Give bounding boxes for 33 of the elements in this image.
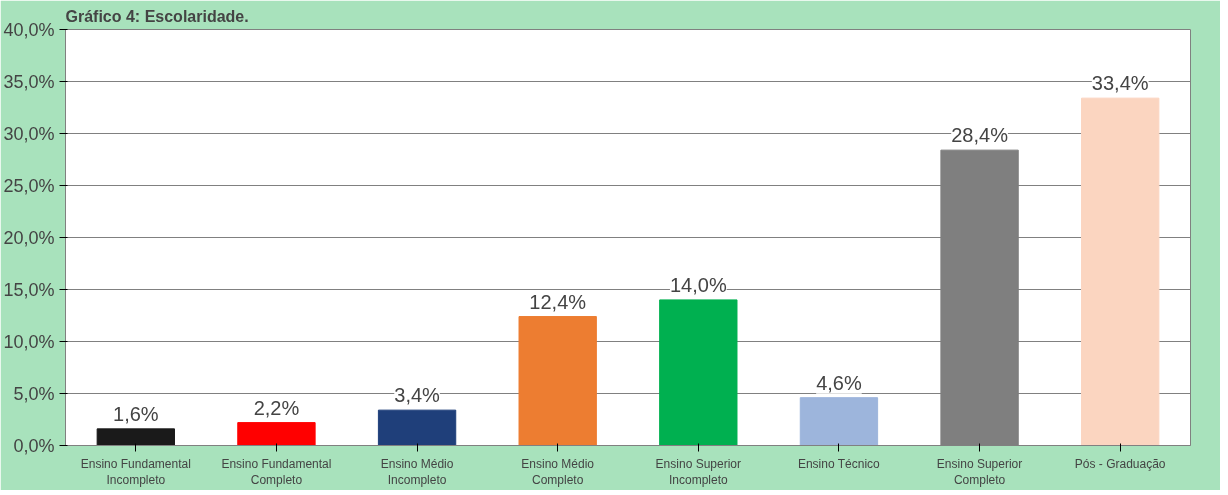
y-tick-label: 25,0% <box>3 175 55 196</box>
x-tick-label: Ensino Fundamental Completo <box>221 456 332 488</box>
x-tick-label: Ensino Técnico <box>797 456 881 471</box>
y-tick-label: 40,0% <box>3 19 55 40</box>
x-tick-label: Ensino Superior Incompleto <box>655 456 742 488</box>
x-tick-label: Ensino Médio Incompleto <box>380 456 454 488</box>
y-tick-label: 0,0% <box>13 435 55 456</box>
chart-title: Gráfico 4: Escolaridade. <box>65 7 249 25</box>
x-tick-label: Ensino Médio Completo <box>521 456 595 488</box>
bar <box>237 422 316 446</box>
bar <box>799 397 879 446</box>
y-tick-label: 35,0% <box>3 71 55 92</box>
x-tick-label: Ensino Superior Completo <box>936 456 1023 488</box>
data-label: 14,0% <box>669 273 727 296</box>
data-label: 12,4% <box>529 290 587 313</box>
y-tick-label: 20,0% <box>3 227 55 248</box>
y-tick-label: 30,0% <box>3 123 55 144</box>
data-label: 2,2% <box>253 396 300 419</box>
bar <box>518 316 597 446</box>
data-label: 1,6% <box>113 402 159 425</box>
bar <box>659 299 738 446</box>
data-label: 33,4% <box>1091 72 1149 95</box>
x-tick-label: Ensino Fundamental Incompleto <box>80 456 191 488</box>
bar <box>1081 97 1160 446</box>
y-tick-label: 10,0% <box>3 331 55 352</box>
data-label: 28,4% <box>951 124 1009 147</box>
bar <box>377 409 457 446</box>
x-tick-label: Pós - Graduação <box>1074 456 1166 471</box>
y-tick-label: 5,0% <box>13 383 55 404</box>
y-tick-label: 15,0% <box>3 279 55 300</box>
bar <box>96 428 175 446</box>
data-label: 4,6% <box>816 371 862 394</box>
data-label: 3,4% <box>394 384 441 407</box>
